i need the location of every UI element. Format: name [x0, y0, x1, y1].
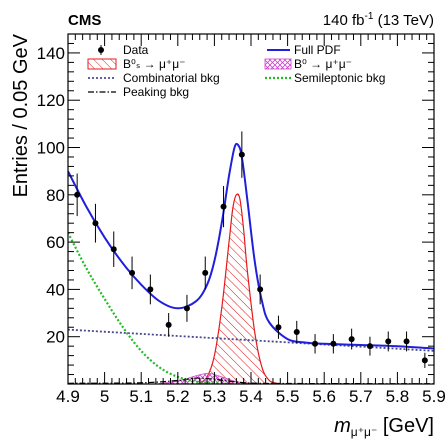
data-point-marker — [330, 340, 337, 347]
full-pdf-curve — [68, 142, 434, 350]
experiment-label: CMS — [68, 12, 101, 29]
data-point — [257, 274, 264, 305]
y-tick-label: 60 — [46, 233, 65, 252]
data-point — [220, 186, 227, 228]
data-point-marker — [183, 305, 190, 312]
data-point — [183, 294, 190, 322]
data-point-marker — [147, 286, 154, 293]
legend-entry-peak: Peaking bkg — [88, 85, 189, 99]
data-point-marker — [110, 246, 117, 253]
bs-signal-outline — [199, 193, 277, 384]
legend-comb-label: Combinatorial bkg — [123, 71, 220, 85]
x-tick-label: 5.3 — [203, 387, 227, 406]
data-point-marker — [403, 338, 410, 345]
data-points-layer — [74, 131, 428, 368]
x-tick-label: 5 — [100, 387, 109, 406]
data-point-marker — [366, 343, 373, 350]
legend-semi-label: Semileptonic bkg — [294, 71, 385, 85]
x-tick-label: 5.5 — [276, 387, 300, 406]
data-point — [238, 131, 245, 178]
y-tick-label: 100 — [37, 139, 65, 158]
legend: Data Full PDF B⁰ₛ → μ⁺μ⁻ B⁰ → μ⁺μ⁻ Combi… — [87, 43, 385, 99]
y-tick-label: 140 — [37, 44, 65, 63]
y-axis-ticks: 20 40 60 80 100 120 140 — [37, 33, 434, 385]
data-point — [147, 274, 154, 305]
x-tick-label: 4.9 — [56, 387, 80, 406]
data-point — [129, 256, 136, 290]
data-point — [330, 334, 337, 354]
y-tick-label: 80 — [46, 186, 65, 205]
curves-layer — [68, 142, 434, 384]
x-axis-ticks: 4.9 5 5.1 5.2 5.3 5.4 5.5 5.6 5.7 5.8 5.9 — [56, 34, 446, 406]
semileptonic-bkg-curve — [68, 232, 233, 384]
x-axis-title-m: m — [334, 415, 351, 437]
x-tick-label: 5.9 — [422, 387, 446, 406]
data-point — [403, 331, 410, 352]
y-tick-label: 20 — [46, 328, 65, 347]
x-tick-label: 5.2 — [166, 387, 190, 406]
x-tick-label: 5.1 — [129, 387, 153, 406]
x-axis-title: mμ⁺μ⁻ [GeV] — [334, 415, 434, 439]
legend-entry-comb: Combinatorial bkg — [88, 71, 220, 85]
x-tick-label: 5.7 — [349, 387, 373, 406]
legend-entry-full-pdf: Full PDF — [267, 43, 341, 57]
y-tick-label: 40 — [46, 280, 65, 299]
data-point-marker — [220, 203, 227, 210]
data-point-marker — [312, 340, 319, 347]
x-tick-label: 5.6 — [312, 387, 336, 406]
lumi-exponent: -1 — [365, 11, 374, 22]
data-point — [421, 352, 428, 368]
data-point — [165, 313, 172, 337]
data-point — [366, 336, 373, 356]
legend-peak-label: Peaking bkg — [123, 85, 189, 99]
legend-bs-label: B⁰ₛ → μ⁺μ⁻ — [123, 57, 185, 71]
data-point — [275, 315, 282, 339]
data-point-marker — [385, 338, 392, 345]
data-point-marker — [275, 324, 282, 331]
legend-data-marker — [98, 47, 104, 53]
data-point — [293, 320, 300, 344]
data-point-marker — [421, 357, 428, 364]
legend-b0-swatch — [264, 58, 292, 70]
x-axis-title-sub: μ⁺μ⁻ — [351, 425, 378, 439]
x-axis-title-unit: [GeV] — [377, 415, 434, 437]
legend-data-label: Data — [123, 43, 149, 57]
legend-full-pdf-label: Full PDF — [294, 43, 341, 57]
data-point-marker — [238, 151, 245, 158]
data-point — [202, 256, 209, 290]
data-point-marker — [257, 286, 264, 293]
y-tick-label: 120 — [37, 91, 65, 110]
data-point — [110, 231, 117, 267]
data-point-marker — [202, 269, 209, 276]
x-tick-label: 5.4 — [239, 387, 263, 406]
data-point — [92, 203, 99, 243]
combinatorial-bkg-curve — [68, 328, 434, 352]
lumi-label: 140 fb-1 (13 TeV) — [323, 11, 434, 29]
data-point-marker — [165, 321, 172, 328]
legend-entry-data: Data — [98, 43, 149, 57]
data-point — [348, 328, 355, 350]
lumi-suffix: (13 TeV) — [373, 12, 434, 29]
legend-entry-bs: B⁰ₛ → μ⁺μ⁻ — [87, 57, 185, 71]
legend-b0-label: B⁰ → μ⁺μ⁻ — [294, 57, 352, 71]
data-point-marker — [129, 269, 136, 276]
legend-entry-semi: Semileptonic bkg — [265, 71, 385, 85]
data-point-marker — [293, 328, 300, 335]
data-point — [385, 331, 392, 352]
data-point-marker — [348, 336, 355, 343]
data-point — [312, 334, 319, 354]
x-tick-label: 5.8 — [386, 387, 410, 406]
bs-signal-area — [199, 193, 277, 384]
legend-bs-swatch — [87, 58, 117, 70]
y-axis-title: Entries / 0.05 GeV — [10, 33, 32, 197]
data-point-marker — [92, 220, 99, 227]
lumi-prefix: 140 fb — [323, 12, 365, 29]
legend-entry-b0: B⁰ → μ⁺μ⁻ — [264, 57, 352, 71]
